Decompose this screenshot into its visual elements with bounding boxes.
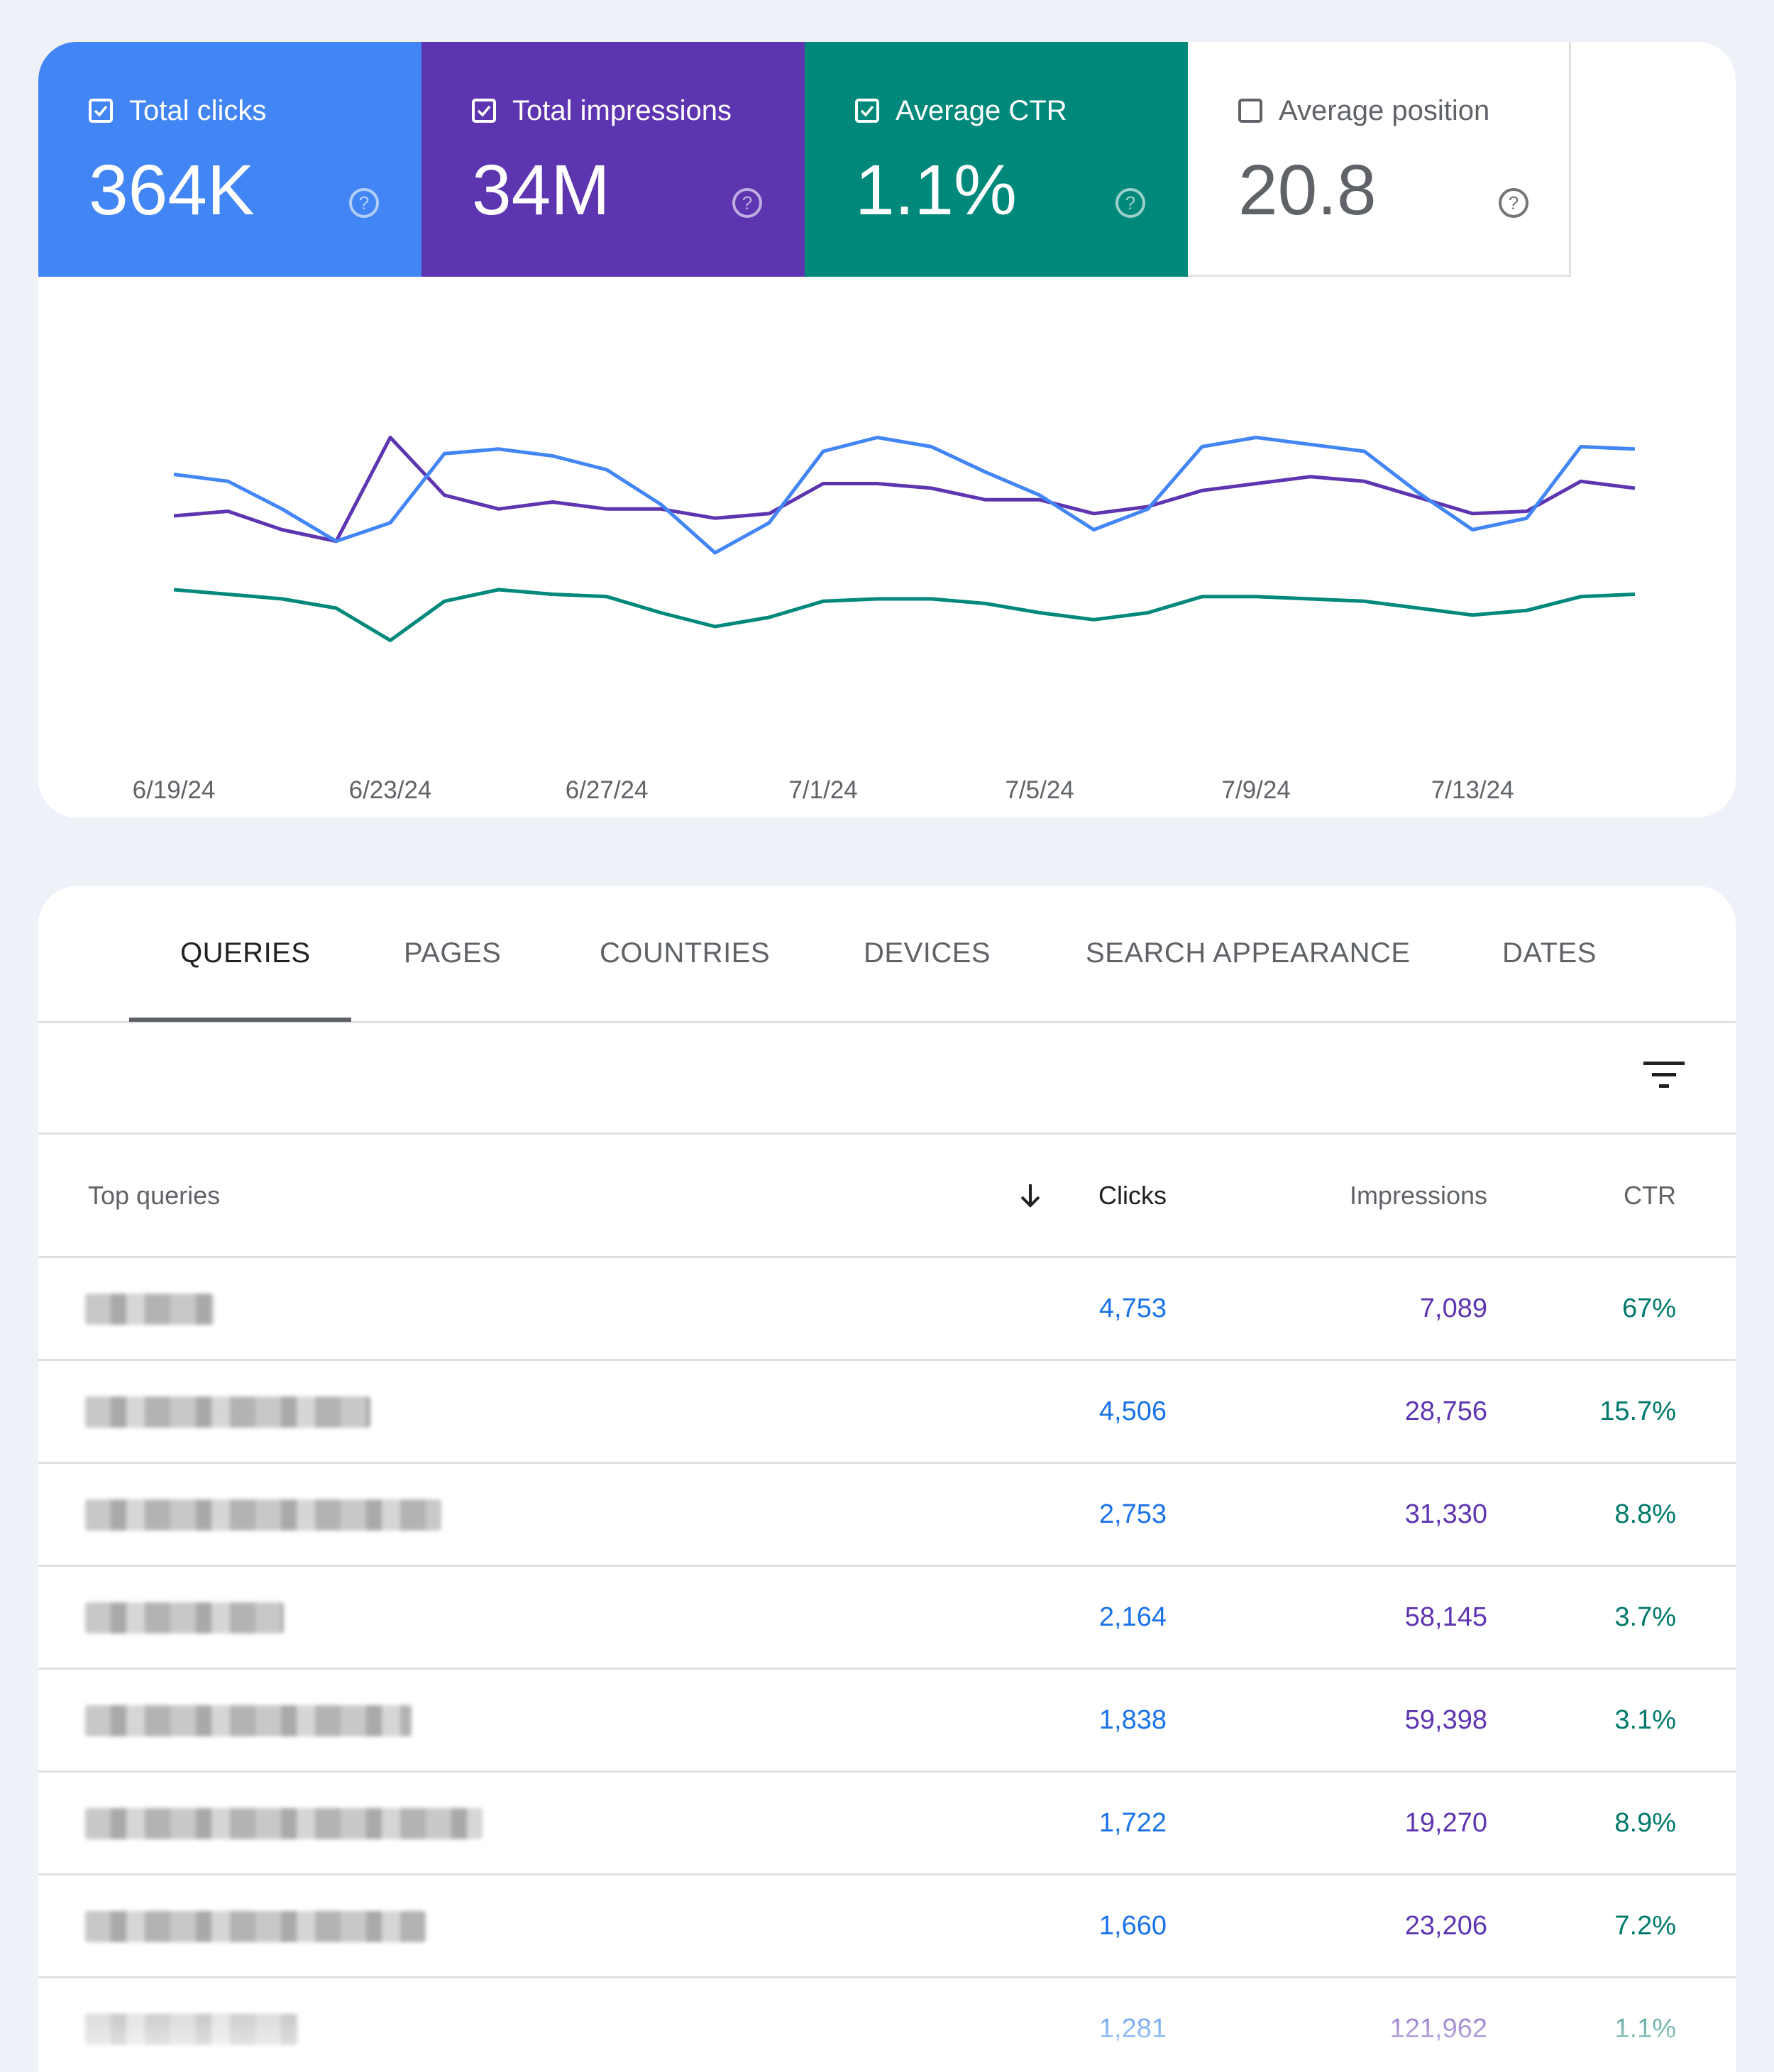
svg-text:?: ? [1509,192,1519,214]
metric-tile-average-ctr[interactable]: Average CTR 1.1% ? [805,42,1188,277]
table-row[interactable]: 1,722 19,270 8.9% [38,1773,1736,1875]
tab-queries[interactable]: QUERIES [180,937,311,969]
cell-ctr: 8.9% [1614,1808,1676,1838]
table-header: Top queries Clicks Impressions CTR [38,1135,1736,1258]
x-tick-label: 6/27/24 [566,776,649,804]
metric-tile-total-clicks[interactable]: Total clicks 364K ? [38,42,422,277]
series-line-total-impressions [173,436,1636,544]
table-row[interactable]: 1,281 121,962 1.1% [38,1978,1736,2072]
cell-clicks: 1,722 [1098,1808,1167,1838]
tab-pages[interactable]: PAGES [404,937,502,969]
tab-search-appearance[interactable]: SEARCH APPEARANCE [1086,937,1411,969]
help-icon[interactable]: ? [1114,187,1147,219]
metric-label: Average position [1279,95,1490,126]
metric-tile-average-position[interactable]: Average position 20.8 ? [1188,42,1571,277]
cell-impressions: 19,270 [1404,1808,1487,1838]
redacted-query-text[interactable] [85,1294,214,1325]
cell-ctr: 3.1% [1614,1705,1676,1735]
cell-ctr: 1.1% [1614,2014,1676,2044]
table-row[interactable]: 1,660 23,206 7.2% [38,1875,1736,1978]
metric-value: 20.8 [1238,150,1377,230]
x-tick-label: 7/1/24 [788,776,857,804]
series-line-average-ctr [173,588,1636,642]
metric-tiles: Total clicks 364K ? Total impressions 34… [38,42,1571,277]
sort-descending-icon[interactable] [1016,1181,1045,1210]
cell-clicks: 1,660 [1098,1911,1167,1941]
cell-impressions: 121,962 [1389,2014,1487,2044]
cell-clicks: 2,753 [1098,1499,1167,1529]
cell-impressions: 31,330 [1404,1499,1487,1529]
redacted-query-text[interactable] [85,1602,284,1633]
cell-impressions: 59,398 [1404,1705,1487,1735]
x-tick-label: 7/9/24 [1222,776,1291,804]
tab-countries[interactable]: COUNTRIES [600,937,771,969]
svg-text:?: ? [742,192,752,214]
cell-clicks: 4,506 [1098,1396,1167,1426]
active-tab-indicator [129,1018,351,1022]
cell-clicks: 4,753 [1098,1294,1167,1323]
table-row[interactable]: 4,753 7,089 67% [38,1258,1736,1361]
column-header-impressions[interactable]: Impressions [1349,1181,1487,1210]
column-header-clicks[interactable]: Clicks [1098,1181,1167,1210]
cell-ctr: 3.7% [1614,1602,1676,1632]
tab-devices[interactable]: DEVICES [864,937,991,969]
redacted-query-text[interactable] [85,2014,298,2045]
performance-line-chart: 6/19/24 6/23/24 6/27/24 7/1/24 7/5/24 7/9/24 7… [133,436,1636,804]
checkbox-checked-icon[interactable] [472,99,496,123]
redacted-query-text[interactable] [85,1499,441,1531]
table-row[interactable]: 2,753 31,330 8.8% [38,1464,1736,1567]
checkbox-unchecked-icon[interactable] [1238,99,1262,123]
cell-ctr: 8.8% [1614,1499,1676,1529]
tab-dates[interactable]: DATES [1502,937,1597,969]
svg-text:?: ? [1125,192,1135,214]
redacted-query-text[interactable] [85,1808,483,1839]
metric-label: Total impressions [512,95,732,126]
help-icon[interactable]: ? [1497,187,1530,219]
table-toolbar [38,1023,1736,1135]
svg-text:?: ? [359,192,369,214]
help-icon[interactable]: ? [731,187,764,219]
table-row[interactable]: 1,838 59,398 3.1% [38,1670,1736,1773]
checkbox-checked-icon[interactable] [89,99,113,123]
metric-value: 364K [89,150,255,230]
x-tick-label: 6/19/24 [133,776,216,804]
filter-icon[interactable] [1642,1057,1686,1093]
help-icon[interactable]: ? [348,187,380,219]
dimension-tabs: QUERIES PAGES COUNTRIES DEVICES SEARCH A… [38,886,1736,1023]
dimensions-table-card: QUERIES PAGES COUNTRIES DEVICES SEARCH A… [38,886,1736,2072]
metric-value: 34M [472,150,610,230]
checkbox-checked-icon[interactable] [855,99,879,123]
cell-clicks: 1,838 [1098,1705,1167,1735]
cell-clicks: 1,281 [1098,2014,1167,2044]
x-tick-label: 6/23/24 [349,776,432,804]
x-tick-label: 7/13/24 [1431,776,1514,804]
table-row[interactable]: 2,164 58,145 3.7% [38,1567,1736,1670]
column-header-top-queries[interactable]: Top queries [88,1181,221,1210]
cell-ctr: 15.7% [1599,1396,1676,1426]
performance-card: Total clicks 364K ? Total impressions 34… [38,42,1736,817]
table-row[interactable]: 4,506 28,756 15.7% [38,1361,1736,1464]
cell-ctr: 67% [1621,1294,1676,1323]
metric-value: 1.1% [855,150,1017,230]
series-line-total-clicks [173,436,1636,555]
metric-tile-total-impressions[interactable]: Total impressions 34M ? [422,42,805,277]
metric-label: Average CTR [896,95,1067,126]
redacted-query-text[interactable] [85,1705,412,1736]
redacted-query-text[interactable] [85,1911,426,1942]
cell-impressions: 7,089 [1419,1294,1487,1323]
cell-impressions: 23,206 [1404,1911,1487,1941]
cell-clicks: 2,164 [1098,1602,1167,1632]
cell-ctr: 7.2% [1614,1911,1676,1941]
redacted-query-text[interactable] [85,1396,370,1428]
metric-label: Total clicks [129,95,267,126]
column-header-ctr[interactable]: CTR [1624,1181,1676,1210]
cell-impressions: 28,756 [1404,1396,1487,1426]
cell-impressions: 58,145 [1404,1602,1487,1632]
x-tick-label: 7/5/24 [1005,776,1074,804]
